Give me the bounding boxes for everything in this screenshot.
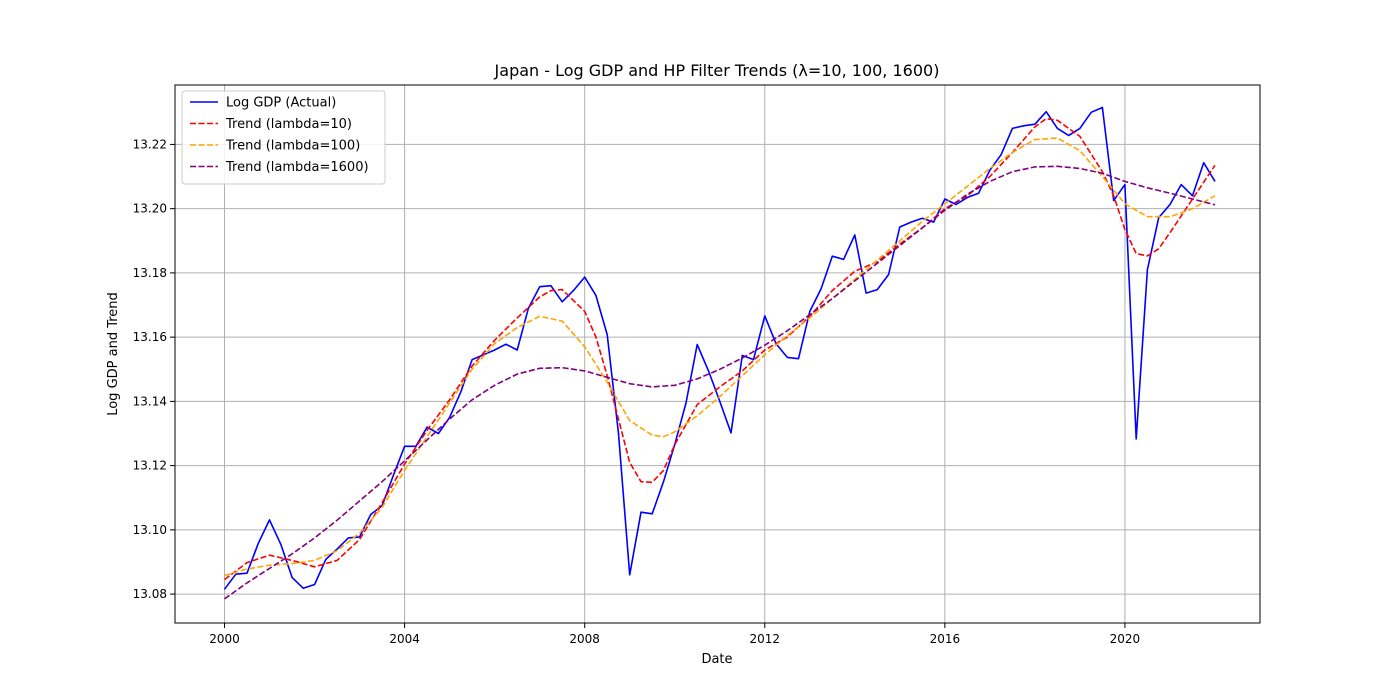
y-tick-label: 13.16 xyxy=(133,330,167,344)
y-axis: 13.08 13.10 13.12 13.14 13.16 13.18 13.20 13.22 xyxy=(133,137,175,601)
series-lines xyxy=(223,106,1216,600)
chart-title: Japan - Log GDP and HP Filter Trends (λ=… xyxy=(494,61,940,80)
series-line-trend-lambda-10 xyxy=(224,117,1216,581)
y-tick-label: 13.10 xyxy=(133,523,167,537)
grid xyxy=(175,85,1260,623)
x-axis: 2000 2004 2008 2012 2016 2020 xyxy=(209,623,1140,646)
x-tick-label: 2020 xyxy=(1110,632,1141,646)
y-tick-label: 13.18 xyxy=(133,266,167,280)
legend: Log GDP (Actual) Trend (lambda=10) Trend (… xyxy=(181,90,386,185)
legend-label: Trend (lambda=1600) xyxy=(225,160,369,175)
x-tick-label: 2012 xyxy=(749,632,780,646)
legend-box xyxy=(181,90,386,185)
x-axis-label: Date xyxy=(701,652,732,667)
y-tick-label: 13.22 xyxy=(133,137,167,151)
y-tick-label: 13.08 xyxy=(133,587,167,601)
x-tick-label: 2016 xyxy=(930,632,961,646)
x-tick-label: 2008 xyxy=(569,632,600,646)
y-tick-label: 13.14 xyxy=(133,394,167,408)
legend-label: Trend (lambda=10) xyxy=(225,117,352,132)
legend-label: Trend (lambda=100) xyxy=(225,139,360,154)
y-tick-label: 13.12 xyxy=(133,459,167,473)
legend-label: Log GDP (Actual) xyxy=(226,96,336,111)
y-axis-label: Log GDP and Trend xyxy=(106,292,121,416)
y-tick-label: 13.20 xyxy=(133,202,167,216)
plot-area-frame xyxy=(174,84,1261,624)
series-line-trend-lambda-100 xyxy=(224,137,1216,577)
x-tick-label: 2004 xyxy=(389,632,420,646)
series-line-log-gdp-actual xyxy=(223,106,1216,590)
series-line-trend-lambda-1600 xyxy=(224,165,1216,600)
x-tick-label: 2000 xyxy=(209,632,240,646)
